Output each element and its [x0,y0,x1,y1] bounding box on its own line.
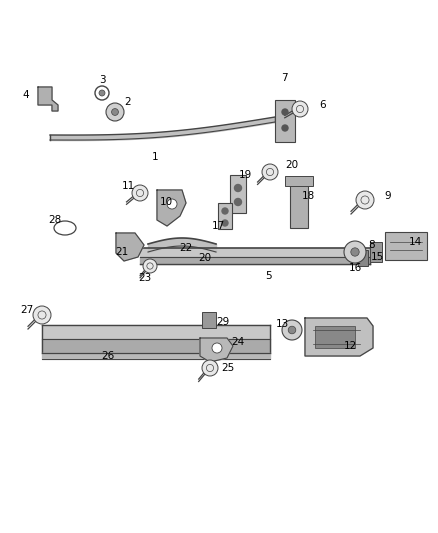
Circle shape [222,208,228,214]
Text: 22: 22 [180,243,193,253]
Circle shape [282,320,302,340]
Text: 20: 20 [198,253,212,263]
Circle shape [222,220,228,226]
Text: 26: 26 [101,351,115,361]
Text: 16: 16 [348,263,362,273]
Bar [290,183,308,228]
Polygon shape [157,190,186,226]
Text: 15: 15 [371,252,384,262]
Circle shape [292,101,308,117]
Polygon shape [116,233,144,261]
Text: 2: 2 [125,97,131,107]
Bar [315,326,355,348]
Circle shape [167,199,177,209]
Text: 21: 21 [115,247,129,257]
Circle shape [234,198,241,206]
Circle shape [33,306,51,324]
Text: 24: 24 [231,337,245,347]
Text: 18: 18 [301,191,314,201]
Circle shape [282,125,288,131]
Circle shape [132,185,148,201]
Circle shape [288,326,296,334]
Text: 13: 13 [276,319,289,329]
Bar [275,100,295,142]
Text: 11: 11 [121,181,134,191]
Text: 6: 6 [320,100,326,110]
Circle shape [234,184,241,191]
Text: 4: 4 [23,90,29,100]
Circle shape [351,248,359,256]
Bar [370,242,382,262]
Bar [218,203,232,229]
Circle shape [212,343,222,353]
Text: 7: 7 [281,73,287,83]
Text: 29: 29 [216,317,230,327]
Circle shape [99,90,105,96]
Bar [358,250,368,266]
Polygon shape [38,87,58,111]
Circle shape [202,360,218,376]
Text: 5: 5 [265,271,271,281]
Text: 14: 14 [408,237,422,247]
Bar [230,175,246,213]
Polygon shape [200,338,233,362]
Text: 17: 17 [212,221,225,231]
Circle shape [143,259,157,273]
Text: 12: 12 [343,341,357,351]
Text: 9: 9 [385,191,391,201]
Bar [285,176,313,186]
Text: 19: 19 [238,170,251,180]
Text: 20: 20 [286,160,299,170]
Text: 28: 28 [48,215,62,225]
Text: 27: 27 [21,305,34,315]
Bar [385,232,427,260]
Polygon shape [305,318,373,356]
Text: 25: 25 [221,363,235,373]
Circle shape [344,241,366,263]
Text: 10: 10 [159,197,173,207]
Circle shape [356,191,374,209]
Bar [202,312,216,328]
Circle shape [282,109,288,115]
Text: 23: 23 [138,273,152,283]
Circle shape [262,164,278,180]
Text: 3: 3 [99,75,105,85]
Circle shape [112,109,118,116]
Circle shape [106,103,124,121]
Text: 1: 1 [152,152,158,162]
Text: 8: 8 [369,240,375,250]
